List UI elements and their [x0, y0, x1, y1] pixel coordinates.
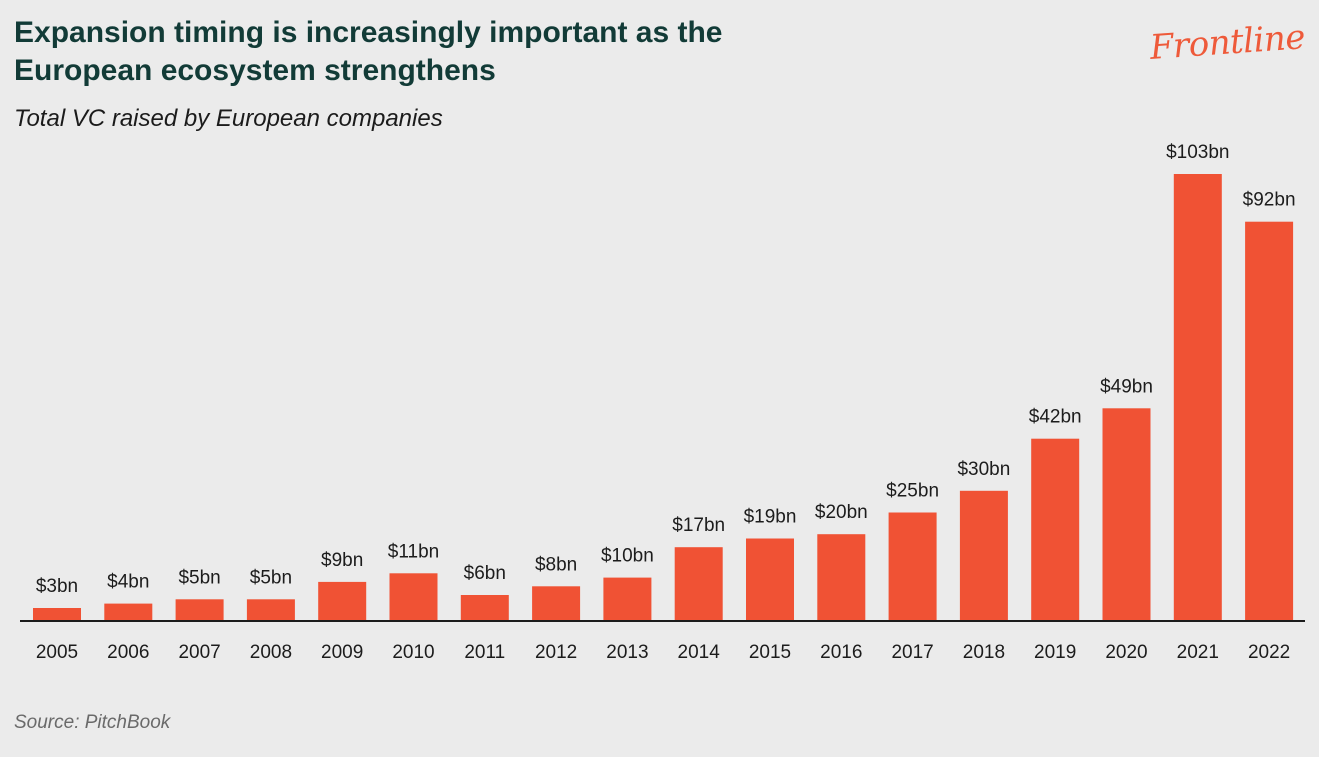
bar-2006 — [104, 603, 153, 621]
x-tick-label-2014: 2014 — [678, 642, 721, 663]
data-label-2015: $19bn — [744, 507, 797, 528]
data-label-2010: $11bn — [388, 541, 439, 562]
x-tick-label-2018: 2018 — [963, 642, 1005, 663]
chart-subtitle: Total VC raised by European companies — [14, 105, 443, 132]
data-labels-group: $3bn $4bn $5bn $5bn $9bn $11bn $6bn $8bn $10bn $1… — [36, 142, 1296, 597]
data-label-2020: $49bn — [1100, 376, 1153, 397]
x-tick-label-2010: 2010 — [392, 642, 434, 663]
x-tick-label-2012: 2012 — [535, 642, 577, 663]
x-tick-labels-group: 2005 2006 2007 2008 2009 2010 2011 2012 2013 2014… — [36, 642, 1290, 663]
data-label-2012: $8bn — [535, 554, 577, 575]
data-label-2014: $17bn — [672, 515, 725, 536]
bars-group — [33, 174, 1294, 621]
x-tick-label-2017: 2017 — [891, 642, 933, 663]
data-label-2017: $25bn — [886, 481, 939, 502]
source-note: Source: PitchBook — [14, 712, 171, 733]
bar-2013 — [603, 577, 652, 621]
x-tick-label-2005: 2005 — [36, 642, 78, 663]
data-label-2019: $42bn — [1029, 407, 1082, 428]
chart-title: Expansion timing is increasingly importa… — [14, 16, 723, 87]
bar-2012 — [532, 586, 581, 621]
x-tick-label-2008: 2008 — [250, 642, 292, 663]
data-label-2006: $4bn — [107, 572, 149, 593]
data-label-2009: $9bn — [321, 550, 363, 571]
data-label-2016: $20bn — [815, 502, 868, 523]
x-tick-label-2020: 2020 — [1105, 642, 1147, 663]
data-label-2022: $92bn — [1243, 190, 1296, 211]
data-label-2018: $30bn — [957, 459, 1010, 480]
bar-2019 — [1031, 438, 1080, 621]
x-tick-label-2006: 2006 — [107, 642, 149, 663]
bar-2008 — [246, 599, 295, 621]
data-label-2007: $5bn — [178, 567, 220, 588]
x-tick-label-2019: 2019 — [1034, 642, 1076, 663]
bar-2020 — [1102, 408, 1151, 621]
bar-2015 — [746, 538, 794, 621]
data-label-2008: $5bn — [250, 567, 292, 588]
x-tick-label-2021: 2021 — [1177, 642, 1219, 663]
bar-2018 — [959, 490, 1008, 621]
x-tick-label-2015: 2015 — [749, 642, 791, 663]
bar-2021 — [1173, 174, 1222, 621]
bar-2007 — [175, 599, 224, 621]
data-label-2021: $103bn — [1166, 142, 1229, 163]
x-tick-label-2016: 2016 — [820, 642, 862, 663]
bar-2010 — [389, 573, 438, 621]
bar-2011 — [460, 595, 509, 621]
bar-2005 — [33, 608, 81, 621]
data-label-2013: $10bn — [601, 546, 654, 567]
bar-2017 — [888, 512, 937, 621]
data-label-2011: $6bn — [464, 563, 506, 584]
data-label-2005: $3bn — [36, 576, 78, 597]
bar-2014 — [674, 547, 723, 621]
x-tick-label-2009: 2009 — [321, 642, 363, 663]
x-tick-label-2007: 2007 — [178, 642, 220, 663]
bar-2009 — [318, 581, 367, 621]
x-tick-label-2022: 2022 — [1248, 642, 1290, 663]
x-tick-label-2011: 2011 — [464, 642, 505, 663]
bar-2016 — [817, 534, 866, 621]
bar-2022 — [1245, 221, 1294, 621]
x-tick-label-2013: 2013 — [606, 642, 648, 663]
